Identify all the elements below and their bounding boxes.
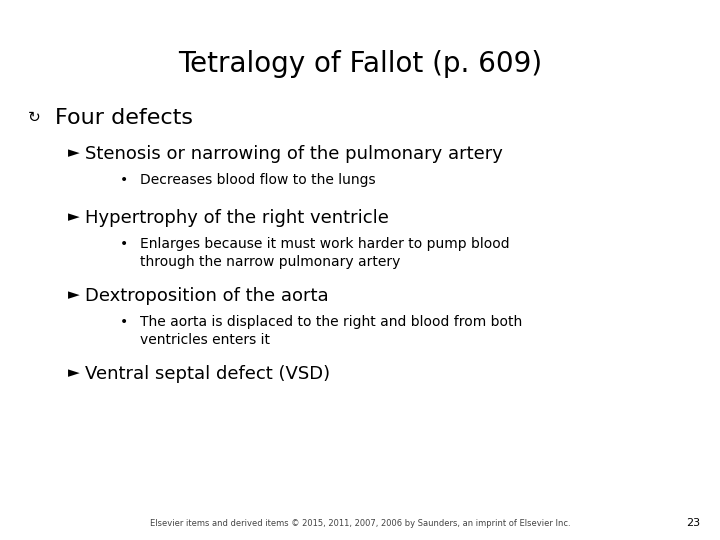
Text: •: • — [120, 315, 128, 329]
Text: Elsevier items and derived items © 2015, 2011, 2007, 2006 by Saunders, an imprin: Elsevier items and derived items © 2015,… — [150, 519, 570, 528]
Text: ventricles enters it: ventricles enters it — [140, 333, 270, 347]
Text: through the narrow pulmonary artery: through the narrow pulmonary artery — [140, 255, 400, 269]
Text: ↻: ↻ — [28, 110, 41, 125]
Text: •: • — [120, 173, 128, 187]
Text: Decreases blood flow to the lungs: Decreases blood flow to the lungs — [140, 173, 376, 187]
Text: •: • — [120, 237, 128, 251]
Text: Enlarges because it must work harder to pump blood: Enlarges because it must work harder to … — [140, 237, 510, 251]
Text: ►: ► — [68, 365, 80, 380]
Text: ►: ► — [68, 209, 80, 224]
Text: ►: ► — [68, 145, 80, 160]
Text: 23: 23 — [686, 518, 700, 528]
Text: The aorta is displaced to the right and blood from both: The aorta is displaced to the right and … — [140, 315, 522, 329]
Text: Ventral septal defect (VSD): Ventral septal defect (VSD) — [85, 365, 330, 383]
Text: Tetralogy of Fallot (p. 609): Tetralogy of Fallot (p. 609) — [178, 50, 542, 78]
Text: Dextroposition of the aorta: Dextroposition of the aorta — [85, 287, 328, 305]
Text: Four defects: Four defects — [55, 108, 193, 128]
Text: Stenosis or narrowing of the pulmonary artery: Stenosis or narrowing of the pulmonary a… — [85, 145, 503, 163]
Text: Hypertrophy of the right ventricle: Hypertrophy of the right ventricle — [85, 209, 389, 227]
Text: ►: ► — [68, 287, 80, 302]
